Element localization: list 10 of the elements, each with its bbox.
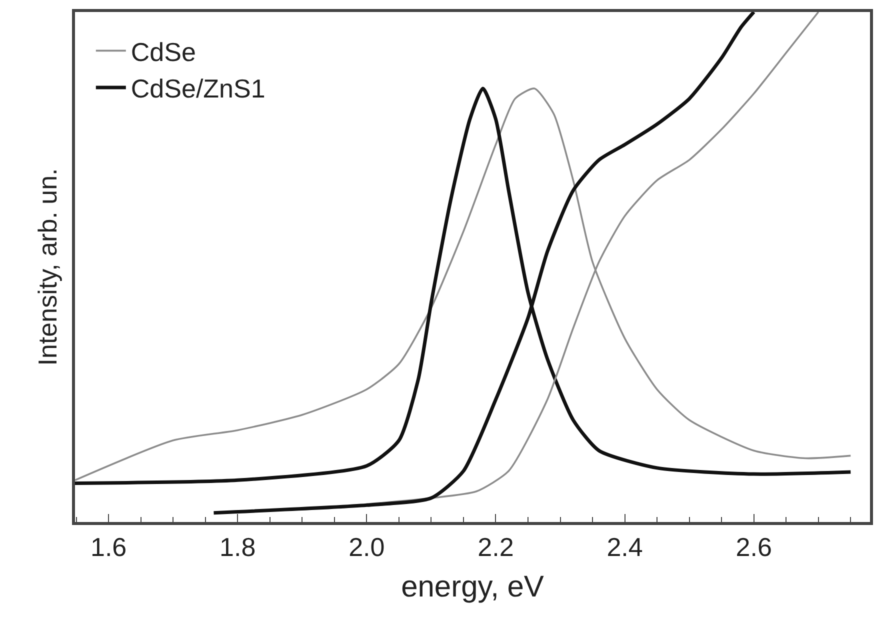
x-tick-label: 2.6 xyxy=(736,532,772,562)
x-tick-label: 1.8 xyxy=(220,532,256,562)
x-tick-label: 2.4 xyxy=(606,532,643,562)
legend-label: CdSe/ZnS1 xyxy=(130,74,266,104)
x-tick-label: 1.6 xyxy=(90,532,127,562)
legend-label: CdSe xyxy=(130,36,196,67)
x-tick-label: 2.2 xyxy=(478,532,514,562)
x-axis-title: energy, eV xyxy=(401,570,544,604)
y-axis-title: Intensity, arb. un. xyxy=(32,168,62,366)
x-tick-label: 2.0 xyxy=(348,532,385,562)
